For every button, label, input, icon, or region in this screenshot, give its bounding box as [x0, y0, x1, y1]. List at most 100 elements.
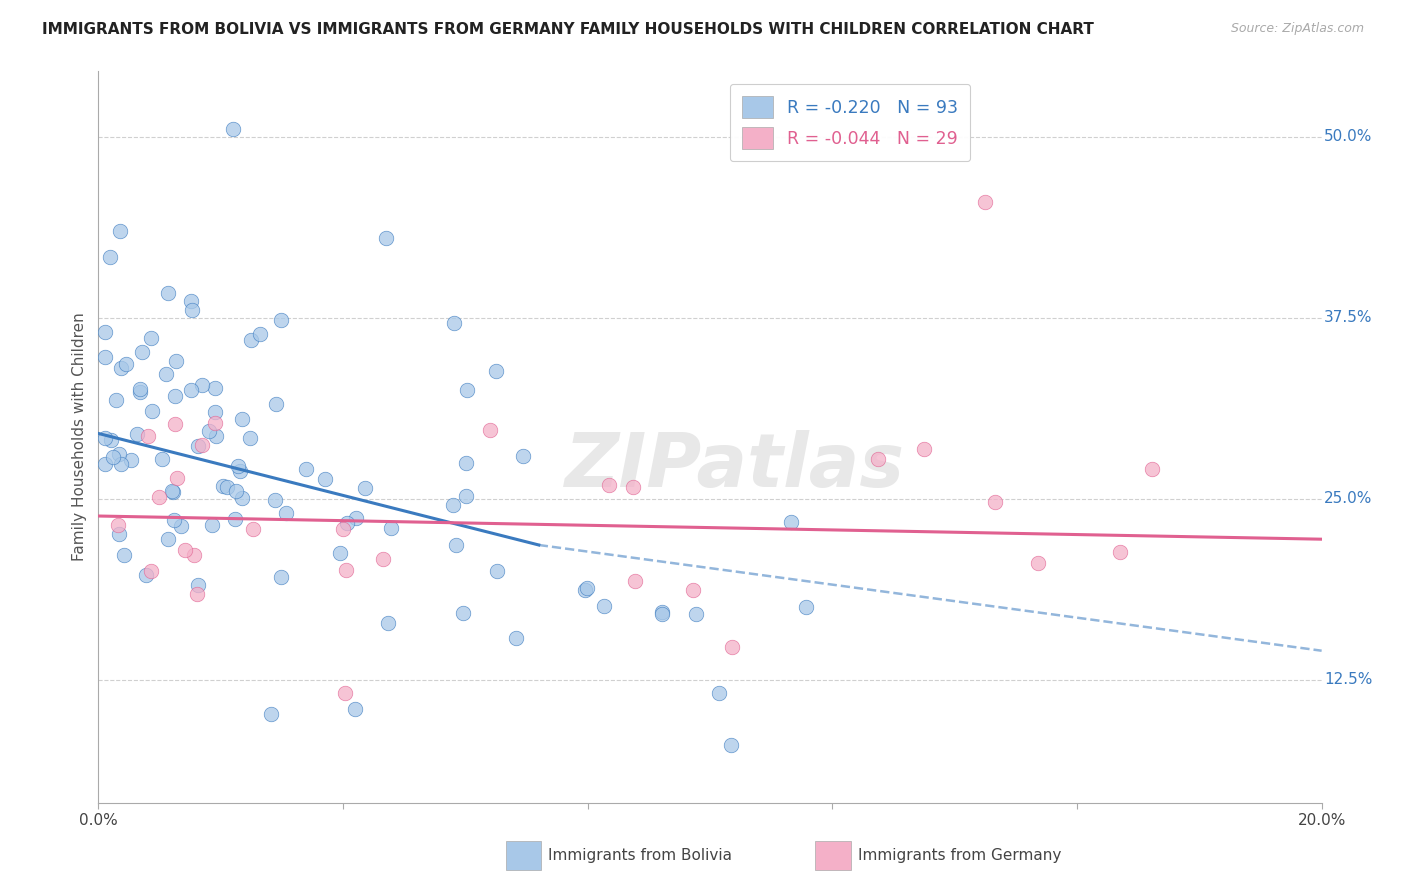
Point: [651, 606, 673, 620]
Point: [110, 360, 132, 375]
Point: [100, 433, 122, 447]
Point: [222, 122, 245, 136]
Point: [165, 354, 187, 368]
Point: [682, 582, 704, 597]
Point: [127, 427, 149, 442]
Point: [485, 564, 508, 578]
Text: ZIPatlas: ZIPatlas: [564, 430, 904, 503]
Point: [598, 478, 620, 492]
Point: [225, 483, 247, 498]
Point: [685, 607, 707, 622]
Point: [110, 458, 132, 472]
Point: [191, 437, 214, 451]
Point: [169, 519, 191, 533]
Point: [332, 522, 354, 536]
Point: [93, 458, 115, 472]
Point: [231, 491, 253, 505]
Text: Immigrants from Germany: Immigrants from Germany: [858, 848, 1062, 863]
Point: [335, 563, 357, 577]
Point: [204, 416, 226, 430]
Point: [103, 450, 125, 465]
Point: [187, 439, 209, 453]
Point: [155, 367, 177, 381]
Point: [187, 578, 209, 592]
Point: [650, 607, 672, 622]
Point: [593, 599, 616, 613]
Point: [709, 686, 731, 700]
Point: [623, 574, 645, 589]
Point: [720, 738, 742, 752]
Point: [163, 417, 186, 431]
Point: [105, 393, 128, 408]
Point: [314, 472, 336, 486]
Point: [344, 701, 367, 715]
Point: [108, 526, 131, 541]
Point: [112, 549, 135, 563]
Point: [446, 538, 468, 552]
Point: [141, 404, 163, 418]
Text: IMMIGRANTS FROM BOLIVIA VS IMMIGRANTS FROM GERMANY FAMILY HOUSEHOLDS WITH CHILDR: IMMIGRANTS FROM BOLIVIA VS IMMIGRANTS FR…: [42, 22, 1094, 37]
Point: [443, 316, 465, 330]
Point: [120, 452, 142, 467]
Point: [485, 364, 508, 378]
Point: [912, 442, 935, 457]
Point: [329, 546, 352, 560]
Point: [166, 471, 188, 485]
Point: [191, 378, 214, 392]
Point: [129, 382, 152, 396]
Point: [114, 357, 136, 371]
Point: [512, 449, 534, 463]
Y-axis label: Family Households with Children: Family Households with Children: [72, 313, 87, 561]
Point: [211, 479, 233, 493]
Point: [135, 567, 157, 582]
Point: [242, 522, 264, 536]
Point: [163, 513, 186, 527]
Point: [443, 498, 465, 512]
Point: [224, 512, 246, 526]
Text: Immigrants from Bolivia: Immigrants from Bolivia: [548, 848, 733, 863]
Point: [264, 397, 287, 411]
Point: [377, 616, 399, 631]
Point: [456, 456, 478, 470]
Point: [866, 451, 889, 466]
Point: [186, 587, 208, 601]
Point: [180, 293, 202, 308]
Text: 50.0%: 50.0%: [1324, 129, 1372, 144]
Point: [974, 194, 997, 209]
Point: [205, 429, 228, 443]
Point: [270, 570, 292, 584]
Point: [505, 631, 527, 645]
Text: 25.0%: 25.0%: [1324, 491, 1372, 506]
Point: [249, 326, 271, 341]
Point: [180, 384, 202, 398]
Point: [1026, 556, 1049, 570]
Point: [621, 480, 644, 494]
Point: [156, 286, 179, 301]
Point: [479, 423, 502, 437]
Point: [162, 485, 184, 500]
Point: [204, 381, 226, 395]
Point: [264, 493, 287, 508]
Point: [1109, 545, 1132, 559]
Point: [344, 511, 367, 525]
Point: [451, 606, 474, 620]
Legend: R = -0.220   N = 93, R = -0.044   N = 29: R = -0.220 N = 93, R = -0.044 N = 29: [730, 84, 970, 161]
Point: [93, 432, 115, 446]
Point: [201, 517, 224, 532]
Point: [215, 480, 238, 494]
Point: [108, 224, 131, 238]
Point: [150, 452, 173, 467]
Point: [295, 462, 318, 476]
Point: [98, 250, 121, 264]
Point: [239, 432, 262, 446]
Point: [239, 333, 262, 347]
Point: [198, 424, 221, 438]
Point: [380, 521, 402, 535]
Point: [181, 302, 204, 317]
Point: [156, 532, 179, 546]
Text: 12.5%: 12.5%: [1324, 673, 1372, 687]
Point: [270, 313, 292, 327]
Point: [336, 516, 359, 530]
Point: [779, 516, 801, 530]
Point: [260, 707, 283, 722]
